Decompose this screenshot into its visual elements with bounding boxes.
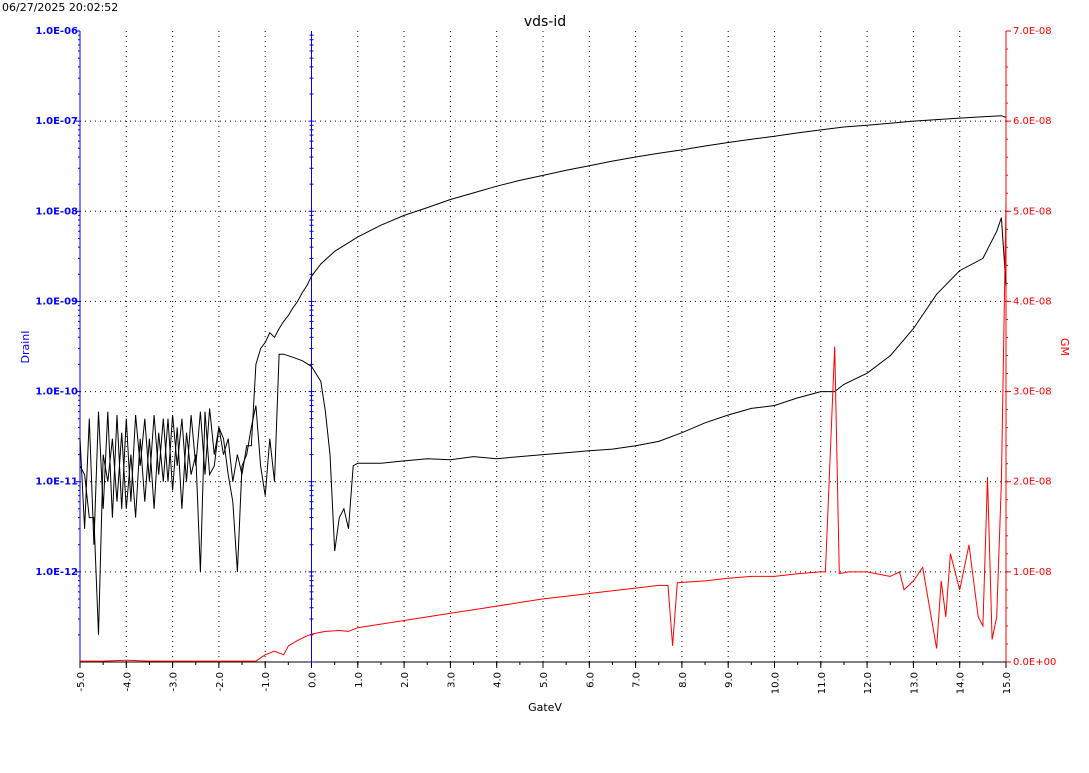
x-tick-label: 15.0	[1002, 672, 1013, 694]
x-tick-label: 9.0	[724, 672, 735, 688]
x-tick-label: -5.0	[76, 672, 87, 692]
x-tick-label: 12.0	[863, 672, 874, 694]
y-left-tick-label: 1.0E-09	[35, 296, 78, 307]
y-right-tick-label: 3.0E-08	[1013, 387, 1052, 398]
x-tick-label: 13.0	[909, 672, 920, 694]
x-tick-label: 10.0	[771, 672, 782, 694]
y-left-tick-label: 1.0E-11	[35, 477, 78, 488]
x-tick-label: 2.0	[400, 672, 411, 688]
y-axis-label-left: DrainI	[19, 330, 32, 363]
y-right-tick-label: 2.0E-08	[1013, 477, 1052, 488]
y-right-tick-label: 1.0E-08	[1013, 567, 1052, 578]
left-axis: 1.0E-06 1.0E-07 1.0E-08 1.0E-09 1.0E-10 1.0E-…	[35, 26, 81, 662]
x-tick-label: 1.0	[354, 672, 365, 688]
x-tick-label: 0.0	[308, 672, 319, 688]
y-left-tick-label: 1.0E-08	[35, 206, 78, 217]
x-tick-label: 11.0	[817, 672, 828, 694]
y-left-tick-label: 1.0E-06	[35, 26, 78, 37]
x-tick-label: 7.0	[632, 672, 643, 688]
drain-current-line-upper	[79, 115, 1007, 545]
x-tick-label: 3.0	[446, 672, 457, 688]
bottom-axis: -5.0 -4.0 -3.0 -2.0 -1.0 0.0 1.0 2.0 3.0 4.0 5.0 6.…	[76, 661, 1013, 694]
right-axis: 7.0E-08 6.0E-08 5.0E-08 4.0E-08 3.0E-08 2.0E-…	[1005, 26, 1056, 668]
x-tick-label: -2.0	[215, 672, 226, 692]
y-right-tick-label: 6.0E-08	[1013, 116, 1052, 127]
x-tick-label: 4.0	[493, 672, 504, 688]
y-left-tick-label: 1.0E-10	[35, 387, 78, 398]
timestamp: 06/27/2025 20:02:52	[2, 1, 118, 14]
gm-line	[80, 202, 1007, 662]
x-tick-label: 14.0	[956, 672, 967, 694]
zero-marker	[308, 31, 315, 663]
y-right-tick-label: 5.0E-08	[1013, 206, 1052, 217]
chart-title: vds-id	[524, 14, 566, 30]
y-axis-label-right: GM	[1058, 338, 1071, 356]
x-tick-label: 5.0	[539, 672, 550, 688]
y-right-tick-label: 7.0E-08	[1013, 26, 1052, 37]
x-tick-label: -3.0	[169, 672, 180, 692]
x-tick-label: -1.0	[261, 672, 272, 692]
drain-current-line-lower	[79, 217, 1007, 635]
y-left-tick-label: 1.0E-12	[35, 567, 78, 578]
y-left-tick-label: 1.0E-07	[35, 116, 78, 127]
series-group	[79, 115, 1007, 662]
y-right-tick-label: 4.0E-08	[1013, 296, 1052, 307]
x-tick-label: 8.0	[678, 672, 689, 688]
x-tick-label: 6.0	[585, 672, 596, 688]
x-axis-label: GateV	[528, 701, 562, 714]
grid	[80, 31, 1006, 662]
x-tick-label: -4.0	[122, 672, 133, 692]
y-right-tick-label: 0.0E+00	[1013, 657, 1056, 668]
